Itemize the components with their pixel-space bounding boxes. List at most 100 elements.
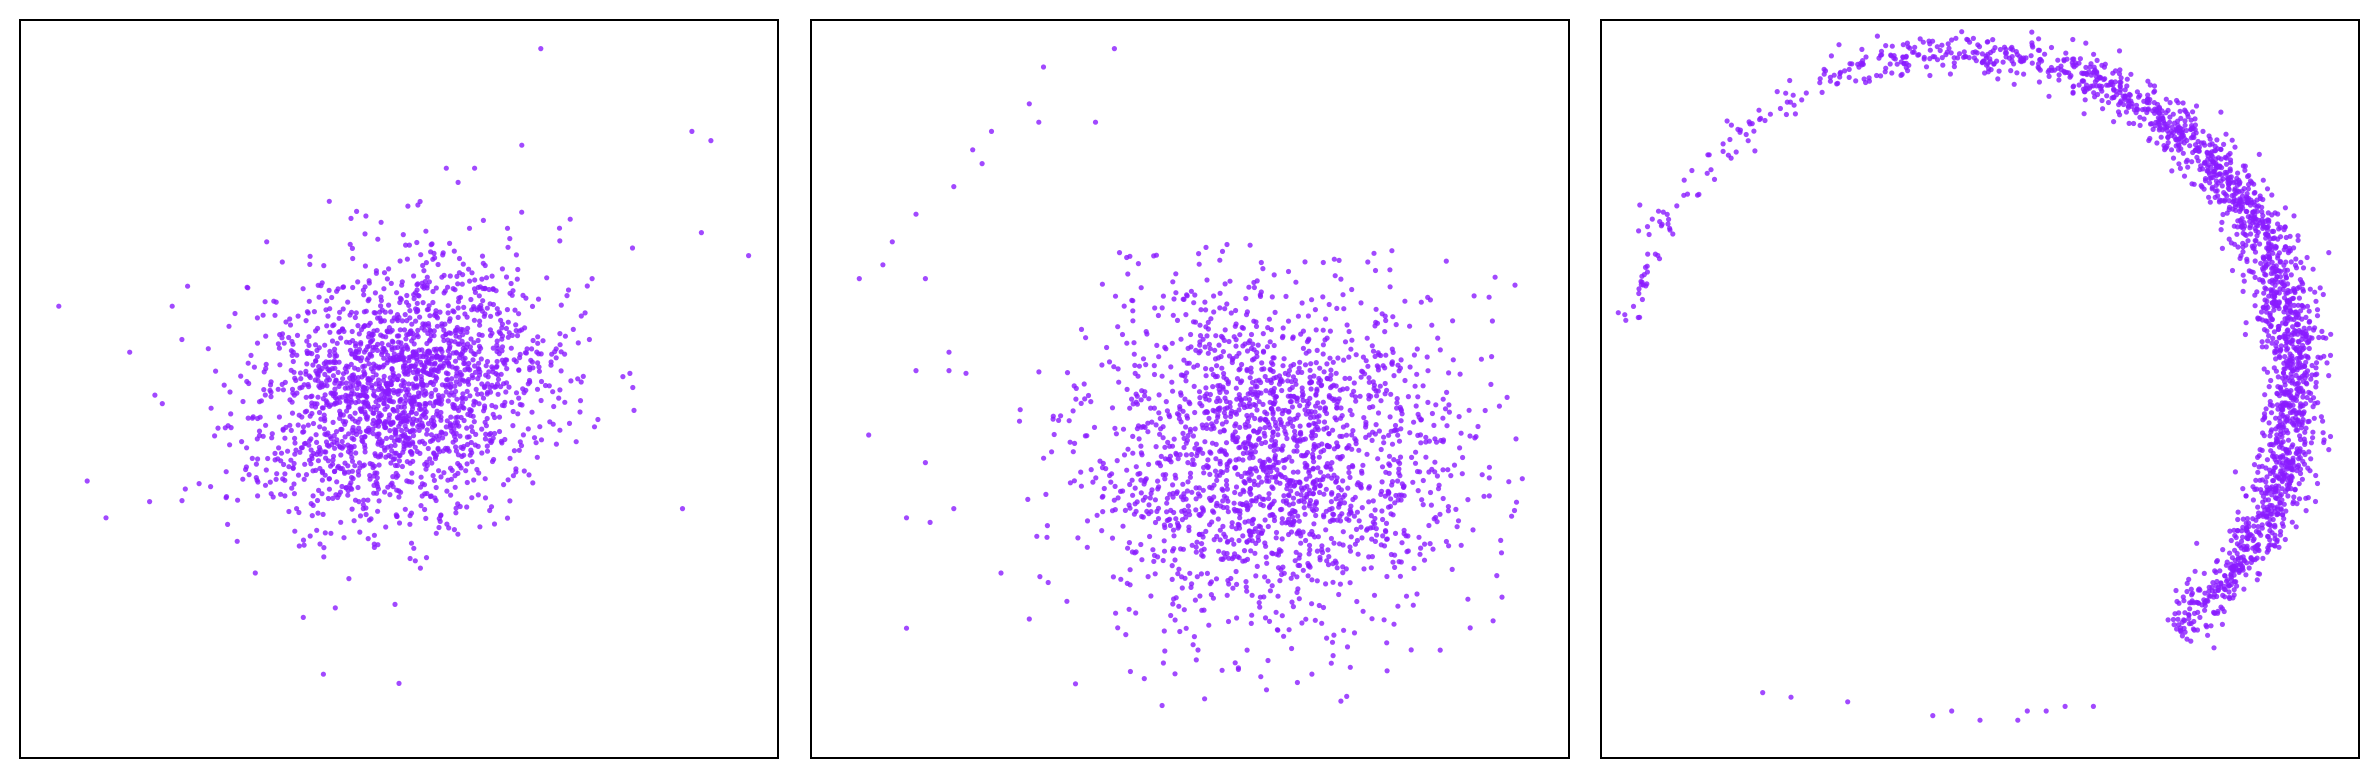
scatter-point xyxy=(402,506,408,512)
scatter-point xyxy=(591,424,598,430)
scatter-point xyxy=(515,266,521,273)
scatter-point xyxy=(1752,148,1758,154)
scatter-point xyxy=(396,458,402,464)
scatter-point xyxy=(463,468,469,474)
scatter-point xyxy=(1141,481,1147,487)
scatter-point xyxy=(438,414,444,420)
scatter-point xyxy=(1064,370,1071,376)
scatter-point xyxy=(299,414,305,420)
scatter-point xyxy=(373,270,379,276)
scatter-point xyxy=(371,482,377,488)
scatter-point xyxy=(577,409,583,415)
scatter-point xyxy=(1159,373,1165,379)
scatter-point xyxy=(1324,558,1330,564)
scatter-point xyxy=(1372,267,1379,274)
scatter-point xyxy=(350,476,356,482)
scatter-point xyxy=(1178,390,1184,396)
scatter-point xyxy=(575,376,581,382)
scatter-point xyxy=(1280,363,1286,369)
scatter-point xyxy=(1506,479,1512,485)
scatter-point xyxy=(1397,573,1403,579)
scatter-point xyxy=(460,377,466,383)
scatter-point xyxy=(1329,475,1335,481)
scatter-point xyxy=(1262,574,1268,580)
scatter-point xyxy=(2318,414,2324,420)
scatter-point xyxy=(1270,433,1276,439)
scatter-point xyxy=(398,296,404,302)
scatter-point xyxy=(350,383,356,389)
scatter-point xyxy=(525,381,531,387)
scatter-point xyxy=(1108,479,1114,485)
scatter-point xyxy=(1155,516,1162,522)
scatter-point xyxy=(496,351,502,357)
scatter-point xyxy=(406,242,412,248)
scatter-point xyxy=(403,426,409,433)
scatter-point xyxy=(1949,37,1955,43)
scatter-point xyxy=(1321,474,1327,480)
scatter-point xyxy=(1376,428,1382,434)
scatter-point xyxy=(1267,444,1273,450)
scatter-point xyxy=(495,376,502,382)
scatter-point xyxy=(1085,392,1092,399)
scatter-point xyxy=(307,413,313,419)
scatter-point xyxy=(468,296,474,303)
scatter-point xyxy=(1330,427,1336,433)
scatter-point xyxy=(317,424,323,430)
scatter-point xyxy=(1342,375,1348,381)
scatter-point xyxy=(244,445,250,451)
scatter-point xyxy=(369,385,375,391)
scatter-point xyxy=(464,425,470,431)
scatter-point xyxy=(352,418,358,424)
scatter-point xyxy=(1133,610,1139,616)
scatter-point xyxy=(507,455,513,461)
scatter-point xyxy=(390,387,396,393)
scatter-point xyxy=(409,451,415,457)
scatter-point xyxy=(1324,410,1330,417)
scatter-point xyxy=(469,270,475,276)
scatter-point xyxy=(1176,416,1182,422)
scatter-point xyxy=(1250,516,1257,522)
scatter-point xyxy=(1187,429,1193,435)
scatter-point xyxy=(1307,395,1313,401)
scatter-point xyxy=(389,366,395,372)
scatter-point xyxy=(367,476,373,482)
scatter-point xyxy=(1360,462,1366,468)
scatter-point xyxy=(249,455,255,461)
scatter-point xyxy=(368,406,374,412)
scatter-point xyxy=(422,327,428,333)
scatter-point xyxy=(1129,297,1135,303)
scatter-point xyxy=(1276,381,1283,387)
scatter-point xyxy=(331,468,338,475)
scatter-point xyxy=(357,392,363,398)
scatter-point xyxy=(1044,523,1050,529)
scatter-point xyxy=(1091,424,1098,430)
scatter-point xyxy=(1099,528,1105,534)
scatter-point xyxy=(1369,343,1375,349)
scatter-point xyxy=(1237,402,1243,408)
scatter-point xyxy=(1182,396,1188,402)
scatter-point xyxy=(1190,457,1196,463)
scatter-point xyxy=(533,440,539,446)
scatter-point xyxy=(1425,368,1431,374)
scatter-point xyxy=(313,358,319,364)
scatter-point xyxy=(1088,399,1094,405)
scatter-point xyxy=(212,433,218,439)
scatter-point xyxy=(1161,538,1167,544)
scatter-point xyxy=(2291,213,2297,219)
scatter-point xyxy=(2328,331,2334,337)
scatter-point xyxy=(1250,341,1256,347)
scatter-point xyxy=(1296,365,1302,371)
scatter-point xyxy=(1391,428,1397,434)
scatter-point xyxy=(1088,467,1094,473)
scatter-point xyxy=(378,303,384,309)
scatter-point xyxy=(529,346,535,352)
scatter-point xyxy=(1078,483,1084,489)
scatter-point xyxy=(326,486,332,492)
scatter-point xyxy=(366,425,372,431)
scatter-point xyxy=(1307,473,1313,479)
scatter-point xyxy=(393,429,399,435)
scatter-point xyxy=(315,378,321,384)
scatter-point xyxy=(1184,437,1190,443)
scatter-point xyxy=(1431,422,1437,428)
scatter-point xyxy=(402,312,408,318)
